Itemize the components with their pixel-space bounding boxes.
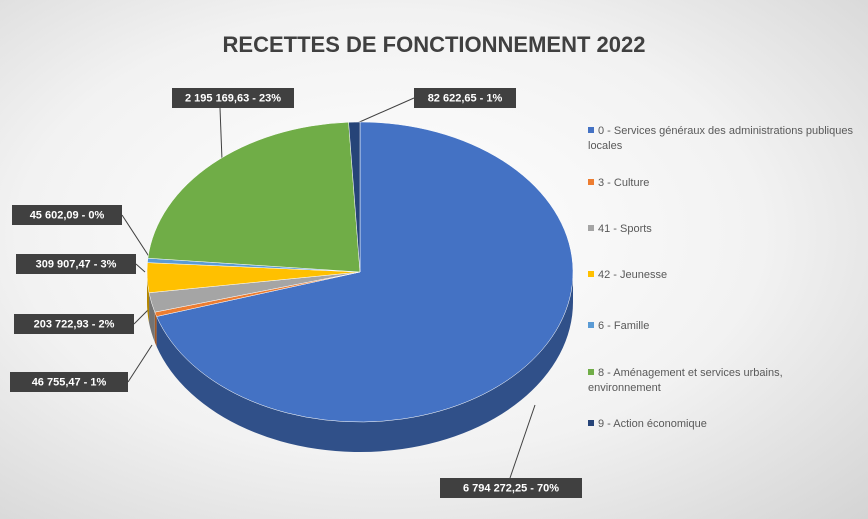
chart-title: RECETTES DE FONCTIONNEMENT 2022 (223, 32, 646, 57)
slice (147, 121, 361, 273)
legend-swatch (588, 225, 594, 231)
legend-swatch (588, 420, 594, 426)
legend-item: 3 - Culture (588, 176, 858, 191)
slice-side (149, 292, 155, 343)
legend-swatch (588, 322, 594, 328)
legend-swatch (588, 271, 594, 277)
data-label-box (172, 88, 294, 108)
data-label: 46 755,47 - 1% (32, 376, 107, 388)
legend-item: 8 - Aménagement et services urbains, env… (588, 366, 858, 396)
legend-swatch (588, 369, 594, 375)
legend-item: 0 - Services généraux des administration… (588, 124, 858, 154)
legend-swatch (588, 127, 594, 133)
leader-lines (121, 97, 536, 479)
legend-label: 0 - Services généraux des administration… (588, 125, 853, 152)
legend-label: 3 - Culture (598, 177, 650, 189)
slice (348, 121, 361, 273)
data-label: 2 195 169,63 - 23% (185, 92, 281, 104)
data-label-box (10, 372, 128, 392)
data-label: 6 794 272,25 - 70% (463, 482, 559, 494)
pie-sides (147, 272, 574, 453)
legend-label: 6 - Famille (598, 320, 650, 332)
legend-item: 6 - Famille (588, 319, 858, 334)
legend-item: 9 - Action économique (588, 417, 858, 432)
data-label-box (440, 478, 582, 498)
legend-label: 41 - Sports (598, 223, 652, 235)
data-label-box (14, 314, 134, 334)
data-label: 45 602,09 - 0% (30, 209, 105, 221)
slice (156, 121, 574, 423)
pie (146, 121, 574, 453)
legend-item: 41 - Sports (588, 222, 858, 237)
legend-swatch (588, 179, 594, 185)
data-label-box (12, 205, 122, 225)
pie-tops (146, 121, 574, 423)
legend-item: 42 - Jeunesse (588, 268, 858, 283)
data-label: 82 622,65 - 1% (428, 92, 503, 104)
data-label: 203 722,93 - 2% (34, 318, 115, 330)
legend-label: 9 - Action économique (598, 418, 707, 430)
slice-side (154, 312, 157, 347)
data-label-box (16, 254, 136, 274)
data-label: 309 907,47 - 3% (36, 258, 117, 270)
data-label-box (414, 88, 516, 108)
slice-side (156, 272, 574, 453)
legend-label: 8 - Aménagement et services urbains, env… (588, 367, 783, 394)
legend-label: 42 - Jeunesse (598, 269, 668, 281)
